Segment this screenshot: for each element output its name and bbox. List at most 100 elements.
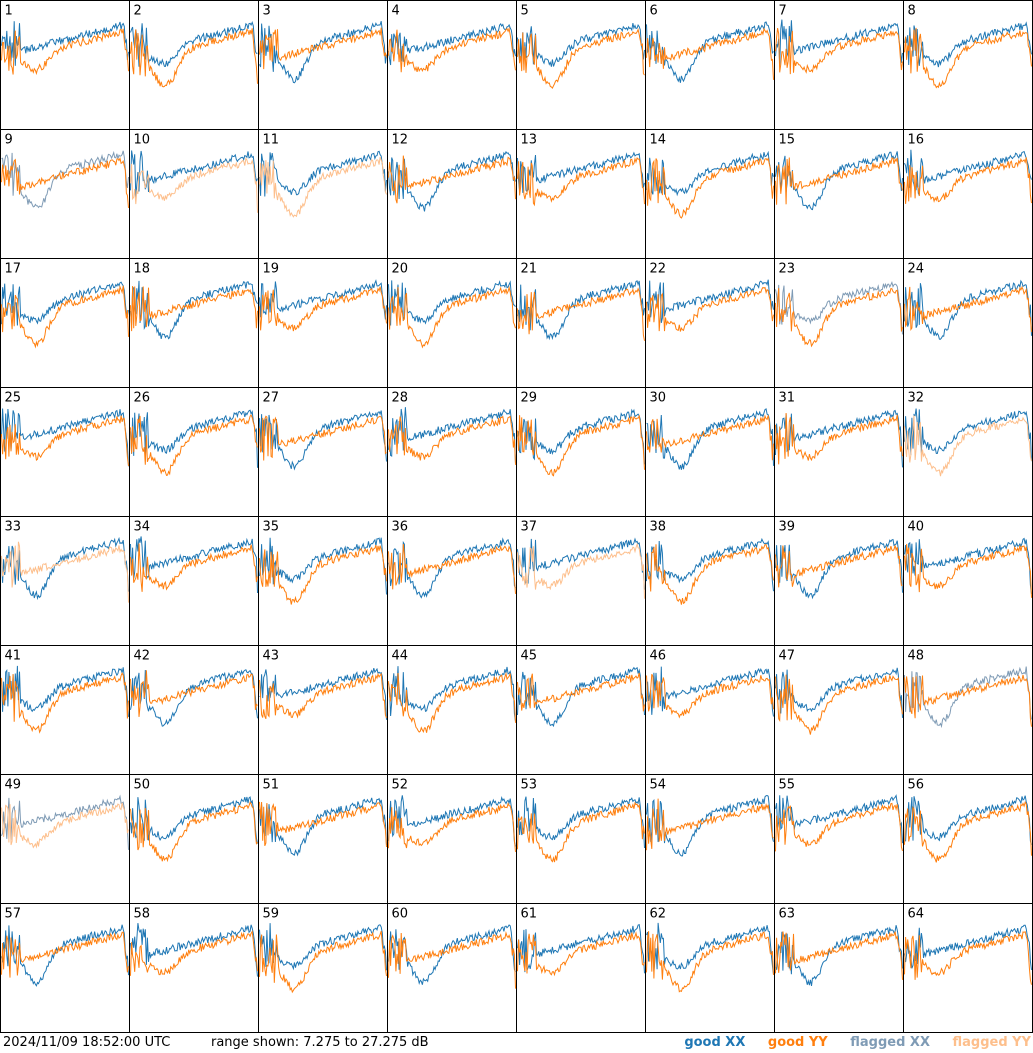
series-yy <box>130 414 258 477</box>
series-yy <box>130 930 258 976</box>
tile-label: 63 <box>779 907 796 922</box>
tile-label: 4 <box>392 4 400 19</box>
tile-label: 61 <box>521 907 538 922</box>
series-yy <box>517 28 645 90</box>
tile-label: 5 <box>521 4 529 19</box>
series-yy <box>259 156 387 218</box>
series-xx <box>517 280 645 341</box>
tile-58: 58 <box>129 903 259 1033</box>
series-xx <box>775 925 903 986</box>
series-xx <box>388 795 516 847</box>
tile-48: 48 <box>903 645 1033 775</box>
series-yy <box>388 931 516 989</box>
tile-label: 18 <box>134 262 151 277</box>
tile-label: 7 <box>779 4 787 19</box>
tile-label: 3 <box>263 4 271 19</box>
tile-22: 22 <box>645 258 775 388</box>
series-yy <box>259 672 387 720</box>
tile-60: 60 <box>387 903 517 1033</box>
series-yy <box>259 286 387 332</box>
tile-label: 26 <box>134 391 151 406</box>
tile-9: 9 <box>0 129 130 259</box>
tile-label: 43 <box>263 649 280 664</box>
series-xx <box>517 408 645 465</box>
tile-24: 24 <box>903 258 1033 388</box>
tile-label: 42 <box>134 649 151 664</box>
tile-frame <box>0 0 130 130</box>
tile-label: 60 <box>392 907 409 922</box>
tile-frame <box>645 645 775 775</box>
range-text: range shown: 7.275 to 27.275 dB <box>211 1035 429 1050</box>
series-yy <box>775 412 903 465</box>
series-xx <box>646 666 774 717</box>
tile-label: 31 <box>779 391 796 406</box>
tile-16: 16 <box>903 129 1033 259</box>
series-yy <box>646 157 774 219</box>
tile-label: 19 <box>263 262 280 277</box>
series-xx <box>388 23 516 66</box>
series-yy <box>517 287 645 341</box>
series-yy <box>388 26 516 73</box>
tile-5: 5 <box>516 0 646 130</box>
tile-frame <box>258 774 388 904</box>
tile-47: 47 <box>774 645 904 775</box>
tile-frame <box>387 645 517 775</box>
tile-59: 59 <box>258 903 388 1033</box>
tile-frame <box>129 387 259 517</box>
series-xx <box>646 21 774 83</box>
series-yy <box>259 801 387 848</box>
series-xx <box>904 279 1032 340</box>
series-xx <box>517 923 645 974</box>
series-yy <box>259 415 387 461</box>
series-yy <box>517 542 645 599</box>
series-yy <box>904 415 1032 477</box>
series-yy <box>775 545 903 588</box>
series-xx <box>1 21 129 66</box>
series-xx <box>904 666 1032 729</box>
series-xx <box>517 23 645 67</box>
tile-label: 41 <box>5 649 22 664</box>
series-yy <box>775 673 903 735</box>
tile-frame <box>903 645 1033 775</box>
tile-label: 32 <box>908 391 925 406</box>
series-xx <box>904 924 1032 970</box>
tile-label: 40 <box>908 520 925 535</box>
tile-frame <box>258 903 388 1033</box>
tile-4: 4 <box>387 0 517 130</box>
series-yy <box>517 672 645 712</box>
tile-38: 38 <box>645 516 775 646</box>
tile-27: 27 <box>258 387 388 517</box>
tile-label: 56 <box>908 778 925 793</box>
tile-61: 61 <box>516 903 646 1033</box>
series-yy <box>388 543 516 594</box>
series-xx <box>517 151 645 193</box>
series-xx <box>130 20 258 67</box>
tile-13: 13 <box>516 129 646 259</box>
series-xx <box>130 150 258 198</box>
series-xx <box>259 410 387 471</box>
tile-40: 40 <box>903 516 1033 646</box>
tile-64: 64 <box>903 903 1033 1033</box>
tile-6: 6 <box>645 0 775 130</box>
tile-51: 51 <box>258 774 388 904</box>
tile-label: 6 <box>650 4 658 19</box>
tile-54: 54 <box>645 774 775 904</box>
tile-frame <box>129 258 259 388</box>
series-xx <box>775 19 903 66</box>
series-yy <box>259 930 387 994</box>
series-yy <box>259 545 387 605</box>
tile-35: 35 <box>258 516 388 646</box>
series-xx <box>259 21 387 84</box>
series-yy <box>904 157 1032 204</box>
series-yy <box>904 931 1032 985</box>
series-xx <box>1 665 129 717</box>
tile-52: 52 <box>387 774 517 904</box>
series-xx <box>259 667 387 720</box>
tile-frame <box>516 516 646 646</box>
series-yy <box>1 541 129 603</box>
tile-frame <box>129 774 259 904</box>
tile-56: 56 <box>903 774 1033 904</box>
tile-15: 15 <box>774 129 904 259</box>
series-yy <box>517 414 645 477</box>
tile-39: 39 <box>774 516 904 646</box>
